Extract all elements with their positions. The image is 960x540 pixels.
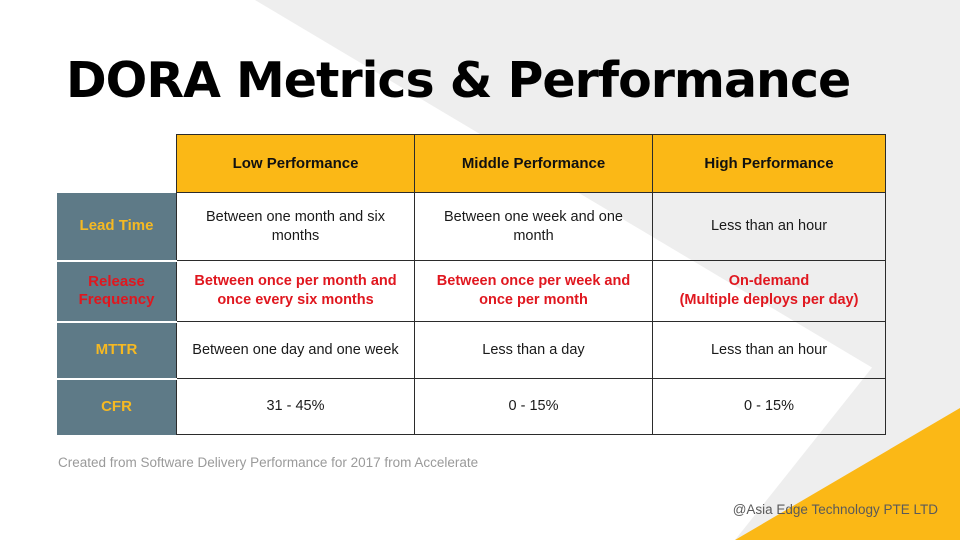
cell-text-line: Between one week and one <box>444 208 623 225</box>
cell-release-frequency-high: On-demand (Multiple deploys per day) <box>652 260 886 322</box>
row-header-cfr: CFR <box>57 378 177 435</box>
source-note: Created from Software Delivery Performan… <box>58 455 479 470</box>
table-header-row: Low Performance Middle Performance High … <box>57 134 886 193</box>
cell-text-line: On-demand <box>728 273 810 289</box>
cell-cfr-low: 31 - 45% <box>176 378 415 435</box>
table-row-release-frequency: Release Frequency Between once per month … <box>57 260 886 323</box>
cell-lead-time-middle: Between one week and one month <box>414 192 653 261</box>
cell-release-frequency-low: Between once per month and once every six… <box>176 260 415 322</box>
row-header-line: Release <box>88 273 145 290</box>
cell-text-line: Between once per week and <box>436 273 631 289</box>
row-header-line: Frequency <box>78 291 155 308</box>
row-header-release-frequency: Release Frequency <box>57 260 177 323</box>
cell-text-line: Between one month and six <box>206 208 385 225</box>
cell-text-line: (Multiple deploys per day) <box>679 292 859 308</box>
cell-text-line: Less than a day <box>482 341 585 358</box>
cell-text-line: once every six months <box>217 292 374 308</box>
cell-text-line: Less than an hour <box>710 341 828 358</box>
cell-text-line: 0 - 15% <box>508 398 559 414</box>
cell-text-line: 0 - 15% <box>744 398 794 414</box>
row-header-line: MTTR <box>95 341 138 358</box>
row-header-mttr: MTTR <box>57 321 177 380</box>
yellow-corner-triangle <box>735 408 960 540</box>
cell-lead-time-high: Less than an hour <box>652 192 886 261</box>
table-corner <box>57 135 177 193</box>
table-row-mttr: MTTR Between one day and one week Less t… <box>57 321 886 380</box>
column-header-low: Low Performance <box>176 134 415 193</box>
table-row-lead-time: Lead Time Between one month and six month… <box>57 192 886 262</box>
cell-cfr-high: 0 - 15% <box>652 378 886 435</box>
row-header-line: Lead Time <box>79 217 154 234</box>
cell-text-line: months <box>271 227 320 244</box>
cell-mttr-low: Between one day and one week <box>176 321 415 379</box>
cell-text-line: 31 - 45% <box>266 398 325 414</box>
cell-lead-time-low: Between one month and six months <box>176 192 415 261</box>
column-header-middle: Middle Performance <box>414 134 653 193</box>
cell-text-line: Less than an hour <box>710 218 828 234</box>
cell-cfr-middle: 0 - 15% <box>414 378 653 435</box>
row-header-line: CFR <box>101 398 132 415</box>
cell-mttr-middle: Less than a day <box>414 321 653 379</box>
page-title: DORA Metrics & Performance <box>66 52 851 109</box>
table-row-cfr: CFR 31 - 45% 0 - 15% 0 - 15% <box>57 378 886 435</box>
dora-metrics-table: Low Performance Middle Performance High … <box>57 134 886 435</box>
cell-text-line: once per month <box>479 292 588 308</box>
row-header-lead-time: Lead Time <box>57 192 177 262</box>
cell-text-line: Between once per month and <box>194 273 397 289</box>
copyright-credit: @Asia Edge Technology PTE LTD <box>732 502 938 517</box>
column-header-high: High Performance <box>652 134 886 193</box>
cell-release-frequency-middle: Between once per week and once per month <box>414 260 653 322</box>
cell-mttr-high: Less than an hour <box>652 321 886 379</box>
cell-text-line: month <box>513 227 554 244</box>
cell-text-line: Between one day and one week <box>192 341 399 358</box>
